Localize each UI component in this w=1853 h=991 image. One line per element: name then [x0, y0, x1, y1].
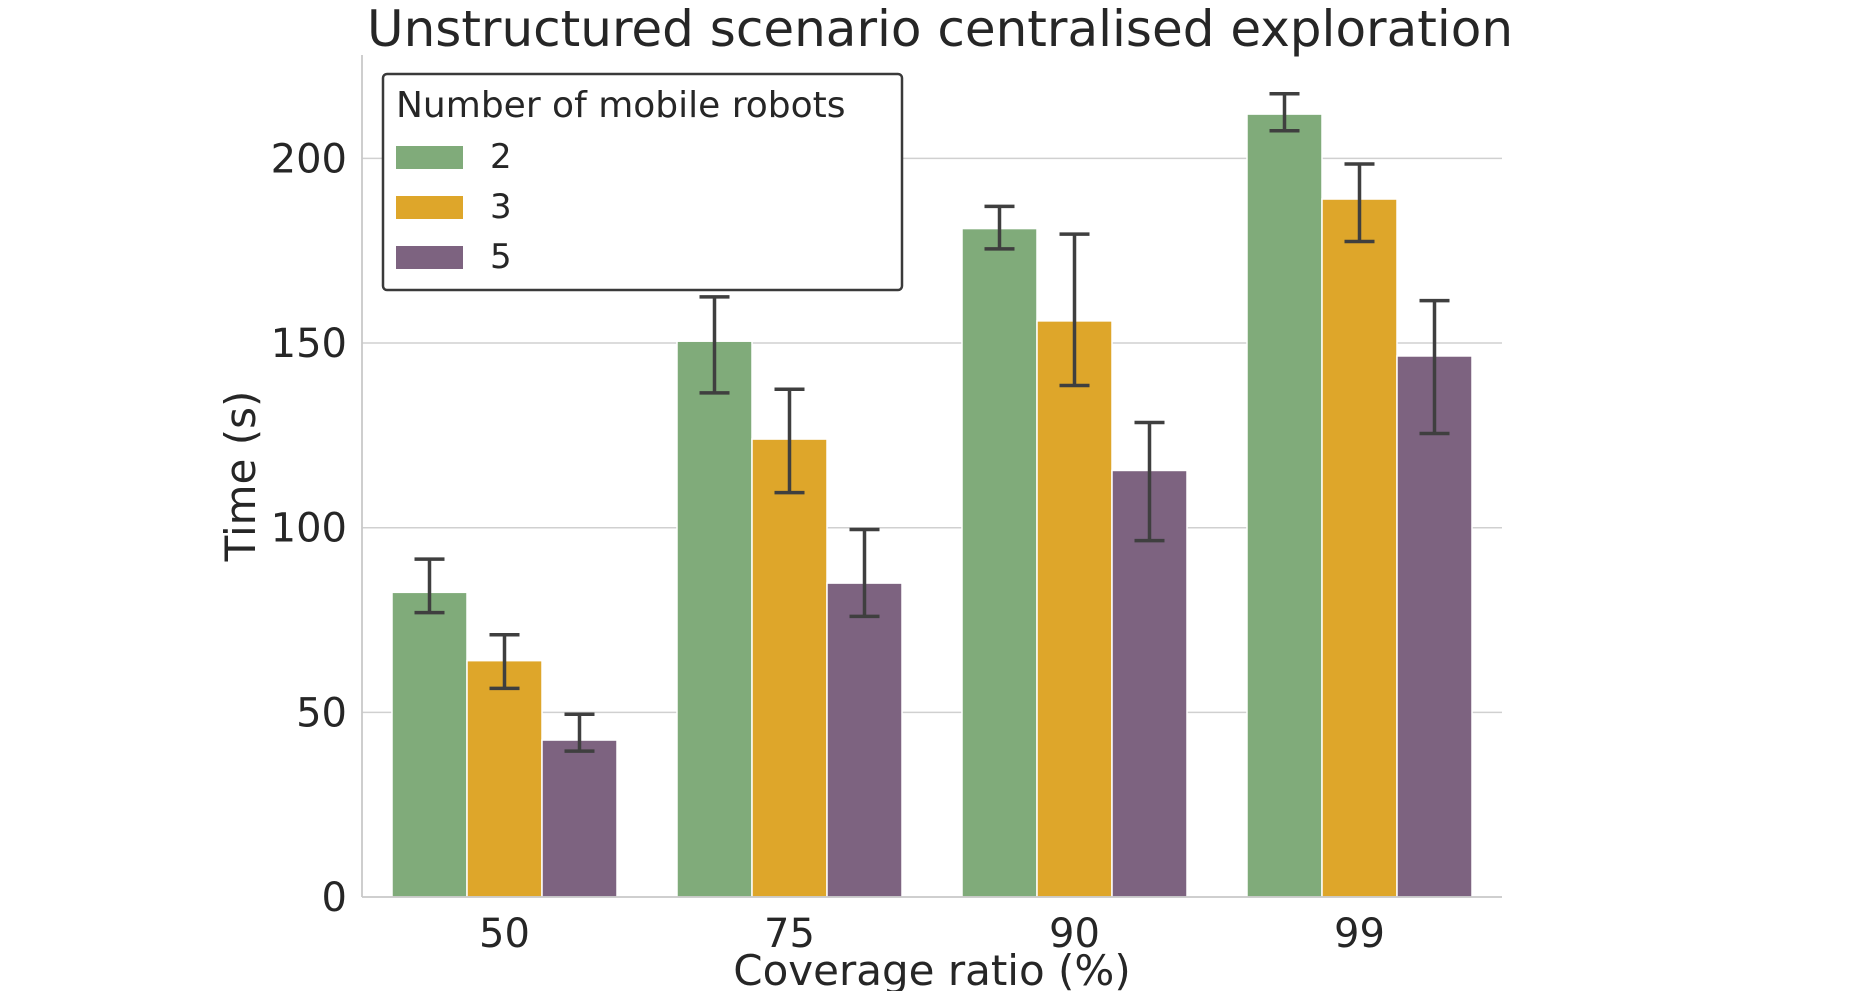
legend-title: Number of mobile robots	[396, 85, 846, 126]
x-tick-label: 75	[764, 911, 815, 957]
bar-series-2-cat-99	[1246, 113, 1323, 898]
y-tick-label: 50	[296, 690, 347, 736]
legend-label-2: 2	[490, 137, 512, 177]
legend-box	[381, 72, 904, 292]
y-tick-label: 150	[271, 321, 347, 367]
axes: 0 50 100 150 200 50 75 90 99	[271, 55, 1502, 957]
legend-swatch-3	[396, 196, 463, 219]
x-axis-label: Coverage ratio (%)	[733, 946, 1130, 991]
bar-series-5-cat-99	[1396, 355, 1473, 898]
bar-series-3-cat-50	[466, 659, 543, 898]
y-tick-label: 200	[271, 136, 347, 182]
x-tick-label: 50	[479, 911, 530, 957]
bar-series-2-cat-90	[961, 227, 1038, 898]
y-tick-label: 0	[322, 875, 347, 921]
bar-series-3-cat-75	[751, 438, 828, 898]
legend: Number of mobile robots 2 3 5	[381, 72, 904, 292]
legend-swatch-5	[396, 246, 463, 269]
bar-series-5-cat-75	[826, 582, 903, 898]
legend-label-3: 3	[490, 187, 512, 227]
bar-series-2-cat-50	[391, 591, 468, 898]
bar-series-3-cat-90	[1036, 320, 1113, 898]
error-bars	[414, 92, 1450, 753]
x-tick-label: 90	[1049, 911, 1100, 957]
bar-series-2-cat-75	[676, 340, 753, 898]
legend-swatch-2	[396, 146, 463, 169]
legend-label-5: 5	[490, 237, 512, 277]
bar-series-5-cat-50	[541, 739, 618, 898]
y-tick-label: 100	[271, 506, 347, 552]
bars	[391, 113, 1473, 898]
x-tick-label: 99	[1334, 911, 1385, 957]
chart-title: Unstructured scenario centralised explor…	[367, 0, 1513, 58]
y-axis-label: Time (s)	[216, 391, 265, 563]
bar-series-3-cat-99	[1321, 198, 1398, 898]
